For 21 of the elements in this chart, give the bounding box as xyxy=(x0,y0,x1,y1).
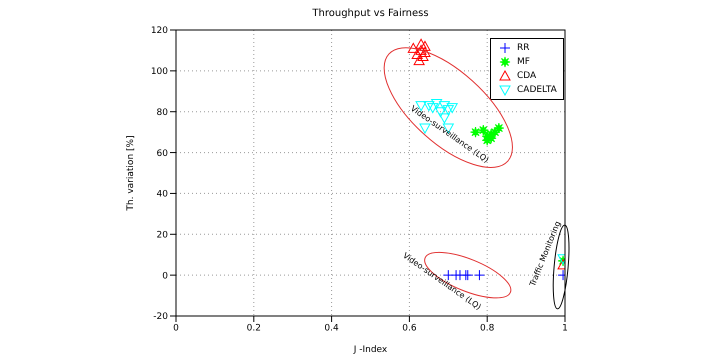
x-tick-label: 0.8 xyxy=(480,323,495,334)
x-tick-label: 1 xyxy=(562,323,568,334)
y-tick-label: 20 xyxy=(156,230,168,240)
x-tick-label: 0.2 xyxy=(246,323,261,334)
x-tick-label: 0.4 xyxy=(324,323,340,334)
y-tick-label: 120 xyxy=(150,26,168,36)
y-tick-label: 100 xyxy=(150,67,168,78)
legend-label: MF xyxy=(517,57,530,67)
x-tick-label: 0 xyxy=(173,323,180,334)
x-axis-title: J -Index xyxy=(352,345,388,355)
legend-label: CADELTA xyxy=(517,85,557,95)
legend-label: CDA xyxy=(517,71,536,81)
y-axis-title: Th. variation [%] xyxy=(126,135,136,212)
x-tick-label: 0.6 xyxy=(402,323,417,334)
y-tick-label: 0 xyxy=(162,271,168,282)
y-tick-label: 80 xyxy=(156,108,168,118)
legend-label: RR xyxy=(517,43,530,53)
y-tick-label: 60 xyxy=(156,148,168,159)
y-tick-label: -20 xyxy=(153,312,168,322)
chart-title: Throughput vs Fairness xyxy=(311,8,430,19)
y-tick-label: 40 xyxy=(156,190,168,200)
